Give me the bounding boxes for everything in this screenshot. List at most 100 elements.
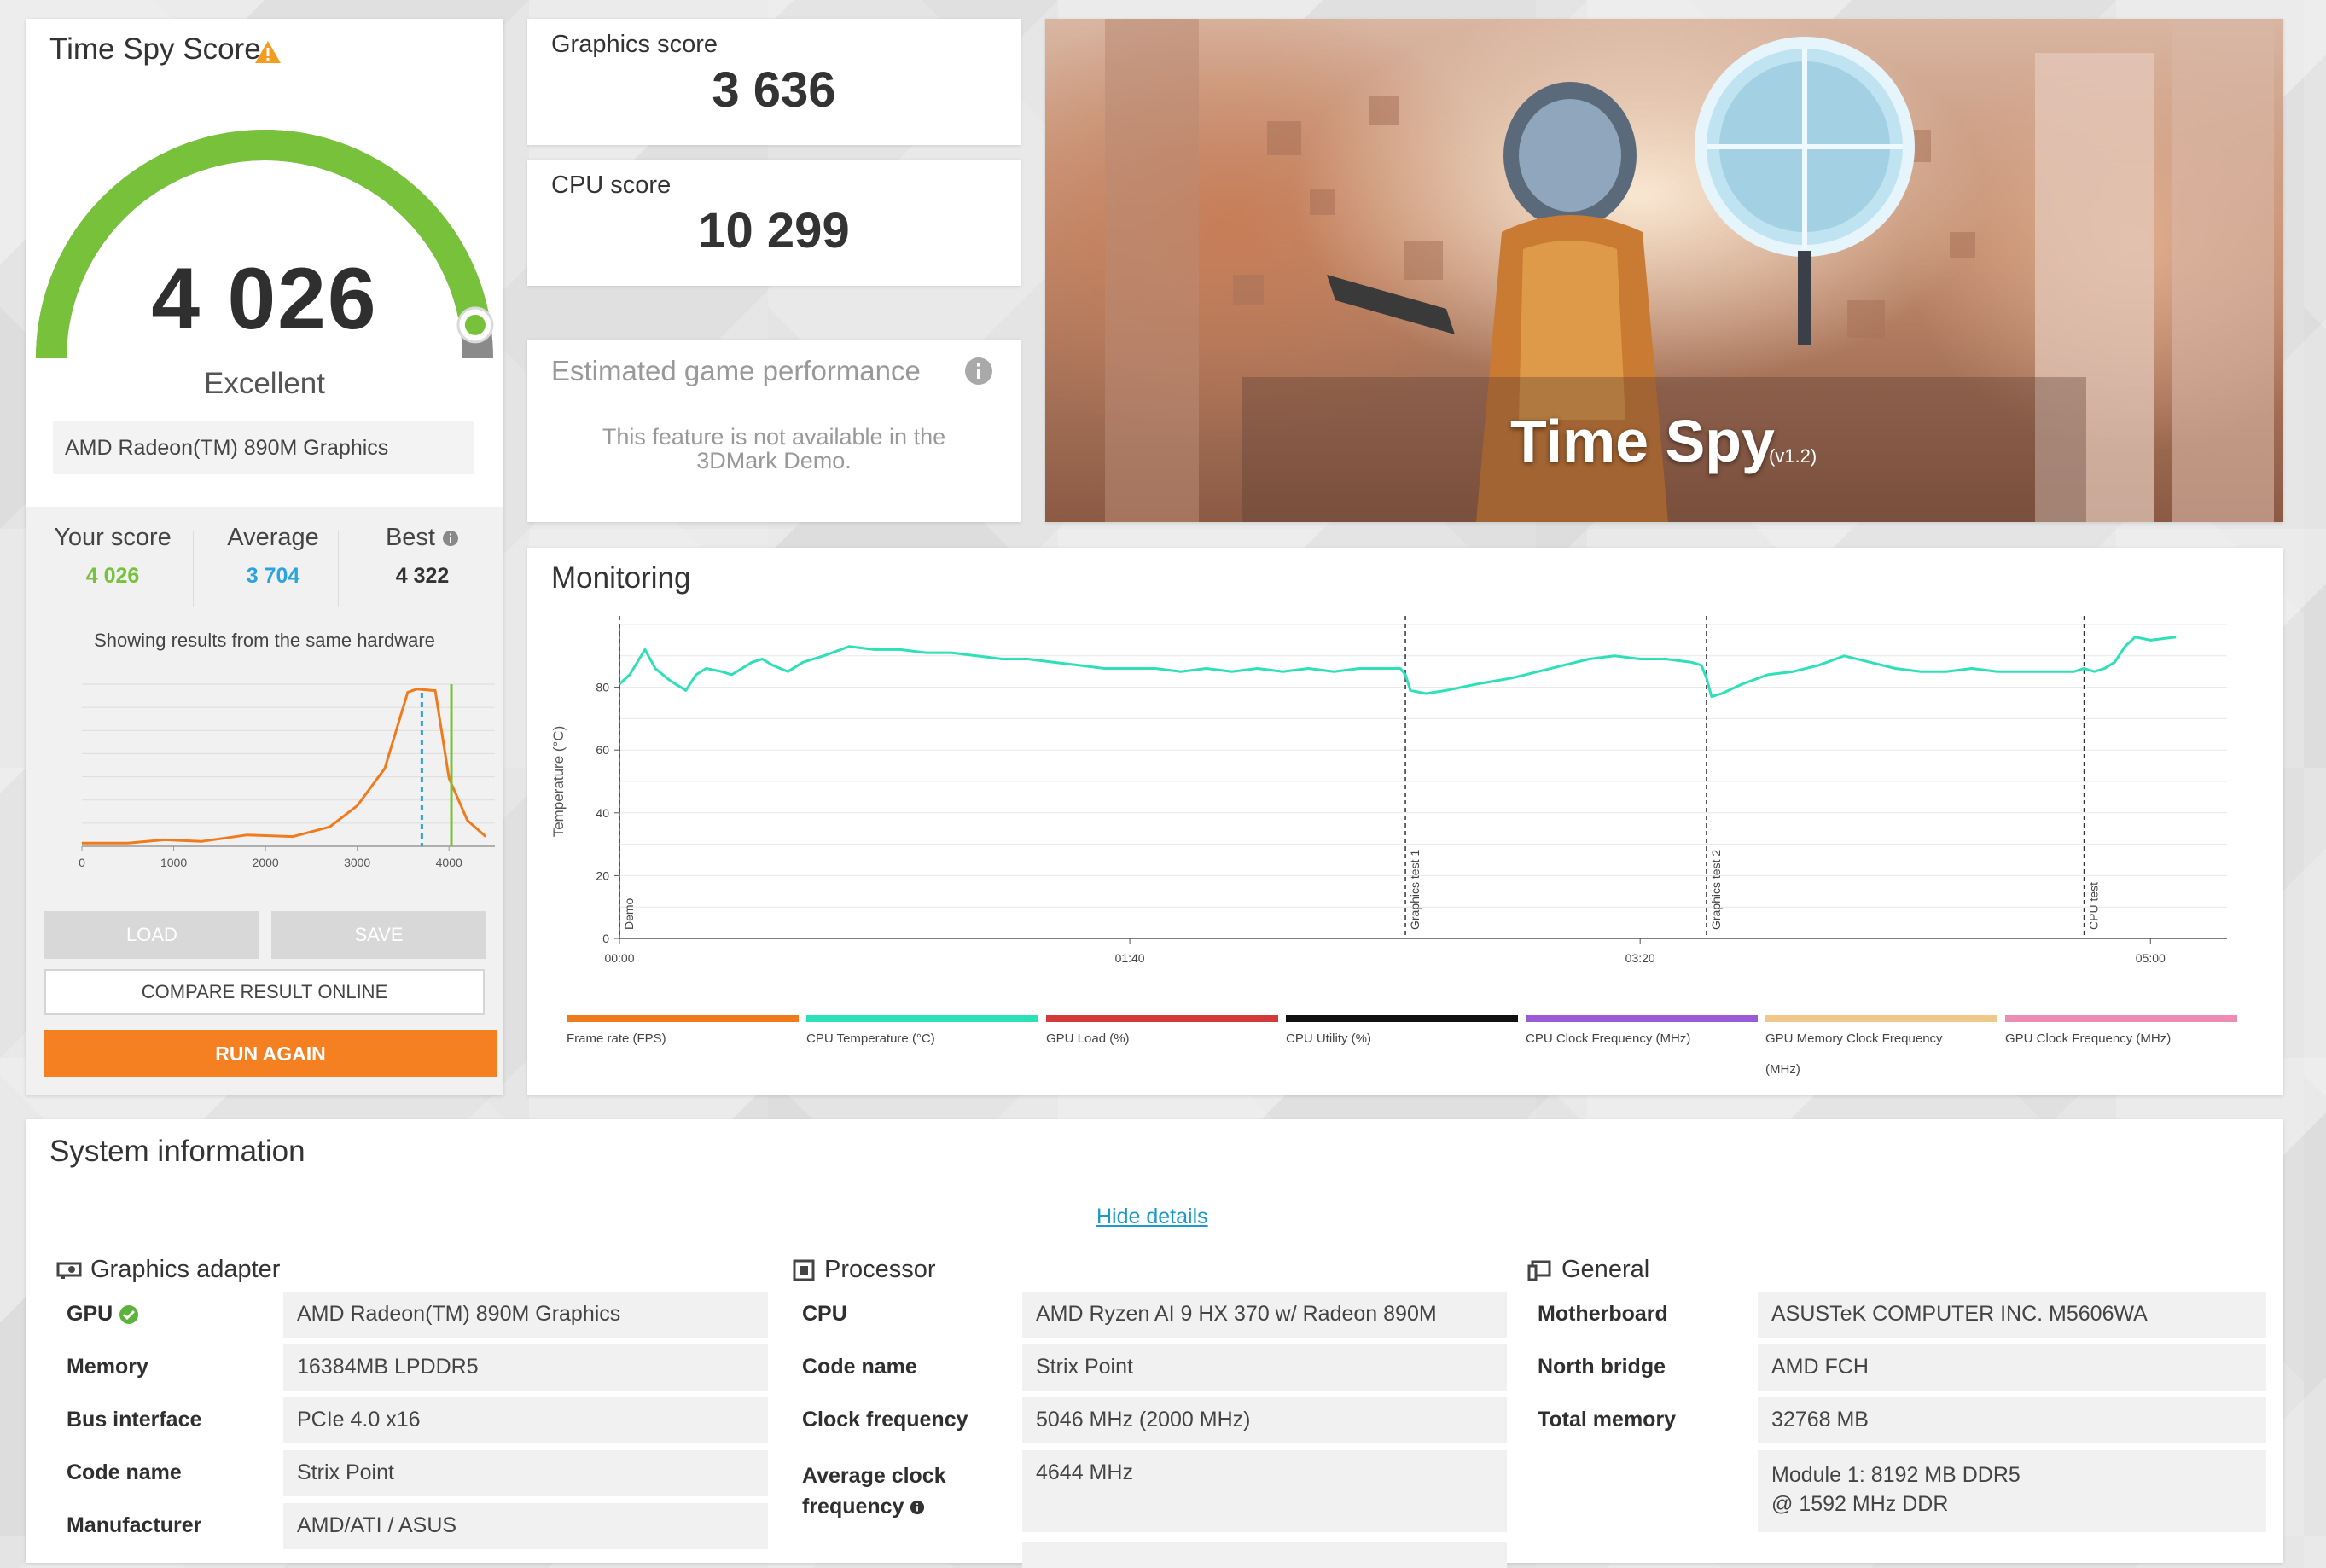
info-icon[interactable] [964,357,993,386]
monitoring-legend-label[interactable]: GPU Clock Frequency (MHz) [2005,1031,2171,1046]
monitoring-x-tick-label: 05:00 [2136,951,2166,965]
gpu-key-label: GPU [67,1302,113,1326]
warning-icon[interactable] [254,39,282,65]
motherboard-value: ASUSTeK COMPUTER INC. M5606WA [1758,1292,2266,1338]
score-rating: Excellent [203,367,326,400]
processor-header: Processor [792,1256,936,1284]
your-score-label: Your score [54,524,172,551]
monitoring-x-tick-label: 03:20 [1625,951,1655,965]
gpu-value: AMD Radeon(TM) 890M Graphics [283,1292,768,1338]
monitoring-x-tick-label: 01:40 [1115,951,1145,965]
monitoring-legend-swatch[interactable] [1765,1015,1997,1022]
monitoring-legend-swatch[interactable] [567,1015,799,1022]
estimated-performance-title: Estimated game performance [551,355,921,386]
system-information-title: System information [49,1135,305,1168]
hero-version: (v1.2) [1769,445,1817,467]
monitoring-phase-label: CPU test [2087,882,2101,930]
monitoring-title: Monitoring [551,561,691,595]
manufacturer-key: Manufacturer [67,1513,202,1537]
graphics-adapter-label: Graphics adapter [90,1256,281,1283]
monitoring-y-tick-label: 40 [596,806,609,820]
monitoring-legend-label[interactable]: CPU Utility (%) [1286,1031,1371,1046]
check-circle-icon [119,1305,139,1325]
cpu-score-card: CPU score 10 299 [527,160,1021,286]
best-value: 4 322 [395,564,450,588]
load-button[interactable]: LOAD [44,911,259,959]
processor-icon [793,1259,815,1281]
code-name-value: Strix Point [283,1450,768,1496]
best-stat: Best 4 322 [346,524,499,589]
clock-frequency-key: Clock frequency [802,1408,968,1432]
motherboard-key: Motherboard [1538,1302,1668,1326]
monitoring-legend-swatch[interactable] [2005,1015,2237,1022]
compare-result-online-button[interactable]: COMPARE RESULT ONLINE [44,969,485,1015]
graphics-adapter-header: Graphics adapter [56,1256,280,1284]
average-stat: Average 3 704 [201,524,346,589]
memory-module-line1: Module 1: 8192 MB DDR5 [1771,1463,2021,1487]
gpu-key: GPU [67,1302,139,1327]
monitoring-legend-label-cont[interactable]: (MHz) [1765,1062,1800,1077]
run-again-button[interactable]: RUN AGAIN [44,1030,497,1077]
memory-module-value: Module 1: 8192 MB DDR5 @ 1592 MHz DDR [1758,1450,2266,1532]
monitoring-panel: Monitoring 0 20 40 60 80 Temperature (°C) 00:0… [527,548,2283,1095]
estimated-text-line1: This feature is not available in the [602,424,946,450]
cpu-score-label: CPU score [551,171,672,199]
graphics-score-label: Graphics score [551,31,718,58]
hist-tick-label: 1000 [160,856,187,869]
monitoring-legend-swatch[interactable] [1526,1015,1758,1022]
memory-key: Memory [67,1355,148,1379]
info-icon[interactable] [442,530,459,547]
hide-details-link[interactable]: Hide details [1096,1205,1208,1228]
hist-tick-label: 4000 [436,856,462,869]
computer-icon [1527,1260,1551,1281]
memory-value: 16384MB LPDDR5 [283,1344,768,1391]
bus-interface-key: Bus interface [67,1408,202,1432]
monitoring-legend-label[interactable]: CPU Temperature (°C) [806,1031,935,1046]
graphics-card-icon [56,1262,82,1280]
monitoring-legend-swatch[interactable] [1046,1015,1278,1022]
bus-interface-value: PCIe 4.0 x16 [283,1397,768,1443]
average-clock-label-line1: Average clock [802,1464,946,1488]
total-memory-key: Total memory [1538,1408,1677,1432]
average-clock-frequency-value: 4644 MHz [1022,1450,1507,1532]
monitoring-x-tick-label: 00:00 [604,951,634,965]
clock-frequency-value: 5046 MHz (2000 MHz) [1022,1397,1507,1443]
hist-tick-label: 3000 [344,856,370,869]
code-name-key: Code name [67,1461,182,1484]
cpu-key: CPU [802,1302,847,1326]
monitoring-phase-label: Demo [622,897,636,930]
graphics-score-value: 3 636 [712,62,836,118]
monitoring-legend-swatch[interactable] [1286,1015,1518,1022]
your-score-value: 4 026 [85,564,140,588]
average-clock-label-line2: frequency [802,1495,904,1519]
cpu-code-name-value: Strix Point [1022,1344,1507,1391]
cpu-score-value: 10 299 [698,203,850,258]
monitoring-y-tick-label: 60 [596,743,609,757]
hero-artwork [1105,19,2274,522]
monitoring-y-tick-label: 0 [602,932,609,945]
hist-tick-label: 2000 [253,856,279,869]
estimated-text-line2: 3DMark Demo. [696,448,852,473]
monitoring-legend-label[interactable]: GPU Load (%) [1046,1031,1130,1046]
score-distribution-chart: 0 1000 2000 3000 4000 [79,683,495,869]
monitoring-legend-swatch[interactable] [806,1015,1038,1022]
monitoring-chart: 0 20 40 60 80 Temperature (°C) 00:00 01:40 03:20… [550,616,2237,1077]
benchmark-hero-image: Time Spy (v1.2) [1045,19,2283,522]
hero-title: Time Spy [1510,408,1775,474]
monitoring-series-line [618,636,2177,699]
total-score: 4 026 [151,250,378,347]
system-information-panel: System information Hide details Graphics… [26,1119,2283,1568]
save-button[interactable]: SAVE [271,911,486,959]
memory-module-line2: @ 1592 MHz DDR [1771,1492,1949,1516]
processor-label: Processor [824,1256,936,1283]
monitoring-legend-label[interactable]: CPU Clock Frequency (MHz) [1526,1031,1690,1046]
monitoring-legend-label[interactable]: Frame rate (FPS) [567,1031,666,1046]
your-score-stat: Your score 4 026 [36,524,189,589]
gpu-name: AMD Radeon(TM) 890M Graphics [53,421,474,474]
monitoring-legend-label[interactable]: GPU Memory Clock Frequency [1765,1031,1943,1046]
cpu-code-name-key: Code name [802,1355,917,1379]
info-icon[interactable] [910,1500,925,1515]
monitoring-phase-label: Graphics test 2 [1709,850,1723,930]
hist-distribution-line [82,688,487,845]
processor-extra-row [1022,1542,1507,1568]
